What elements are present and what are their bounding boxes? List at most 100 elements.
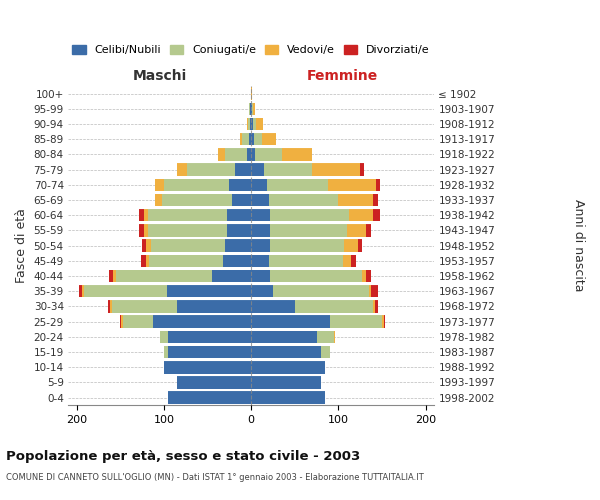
Bar: [312, 164, 360, 176]
Bar: [250, 118, 251, 130]
Bar: [225, 148, 247, 160]
Bar: [123, 316, 154, 328]
Bar: [270, 209, 349, 222]
Bar: [112, 300, 177, 312]
Bar: [248, 118, 250, 130]
Bar: [270, 224, 347, 236]
Bar: [251, 270, 270, 282]
Bar: [373, 194, 377, 206]
Bar: [177, 300, 251, 312]
Bar: [270, 270, 362, 282]
Bar: [155, 178, 164, 191]
Bar: [144, 224, 148, 236]
Bar: [344, 240, 358, 252]
Bar: [251, 361, 325, 374]
Bar: [376, 178, 380, 191]
Bar: [352, 254, 356, 267]
Y-axis label: Anni di nascita: Anni di nascita: [572, 200, 585, 292]
Bar: [269, 254, 343, 267]
Bar: [247, 118, 248, 130]
Bar: [110, 300, 112, 312]
Bar: [334, 330, 335, 343]
Bar: [83, 285, 167, 298]
Bar: [358, 240, 362, 252]
Bar: [347, 224, 366, 236]
Bar: [295, 300, 373, 312]
Bar: [251, 254, 269, 267]
Bar: [251, 133, 254, 145]
Bar: [251, 346, 321, 358]
Bar: [317, 330, 334, 343]
Bar: [366, 224, 371, 236]
Bar: [251, 240, 270, 252]
Bar: [256, 148, 281, 160]
Bar: [227, 209, 251, 222]
Bar: [254, 133, 262, 145]
Bar: [120, 316, 121, 328]
Bar: [251, 88, 252, 100]
Bar: [144, 209, 148, 222]
Bar: [251, 102, 252, 115]
Bar: [382, 316, 383, 328]
Bar: [79, 285, 82, 298]
Bar: [121, 316, 123, 328]
Bar: [369, 285, 371, 298]
Bar: [251, 148, 256, 160]
Bar: [212, 270, 251, 282]
Bar: [108, 300, 110, 312]
Bar: [168, 330, 251, 343]
Bar: [141, 254, 146, 267]
Bar: [223, 254, 251, 267]
Bar: [139, 224, 144, 236]
Bar: [328, 178, 376, 191]
Bar: [250, 102, 251, 115]
Bar: [360, 164, 364, 176]
Bar: [162, 194, 232, 206]
Bar: [267, 178, 328, 191]
Bar: [247, 148, 251, 160]
Bar: [160, 330, 168, 343]
Bar: [148, 209, 227, 222]
Bar: [167, 285, 251, 298]
Bar: [154, 316, 251, 328]
Y-axis label: Fasce di età: Fasce di età: [15, 208, 28, 283]
Bar: [149, 254, 223, 267]
Bar: [373, 300, 375, 312]
Bar: [256, 118, 263, 130]
Bar: [329, 316, 382, 328]
Bar: [251, 118, 253, 130]
Bar: [187, 164, 235, 176]
Bar: [338, 194, 373, 206]
Bar: [373, 209, 380, 222]
Text: Popolazione per età, sesso e stato civile - 2003: Popolazione per età, sesso e stato civil…: [6, 450, 360, 463]
Bar: [251, 376, 321, 388]
Bar: [321, 346, 329, 358]
Bar: [252, 102, 253, 115]
Bar: [168, 392, 251, 404]
Bar: [232, 194, 251, 206]
Bar: [253, 102, 254, 115]
Bar: [251, 392, 325, 404]
Bar: [262, 133, 275, 145]
Bar: [270, 240, 344, 252]
Bar: [242, 133, 250, 145]
Bar: [151, 240, 225, 252]
Bar: [250, 133, 251, 145]
Bar: [164, 178, 229, 191]
Bar: [269, 194, 338, 206]
Bar: [229, 178, 251, 191]
Bar: [148, 224, 227, 236]
Bar: [251, 224, 270, 236]
Bar: [240, 133, 242, 145]
Bar: [82, 285, 83, 298]
Bar: [168, 346, 251, 358]
Bar: [116, 270, 212, 282]
Bar: [251, 300, 295, 312]
Bar: [251, 178, 267, 191]
Bar: [264, 164, 312, 176]
Bar: [383, 316, 385, 328]
Bar: [177, 164, 187, 176]
Text: Maschi: Maschi: [133, 69, 187, 83]
Legend: Celibi/Nubili, Coniugati/e, Vedovi/e, Divorziati/e: Celibi/Nubili, Coniugati/e, Vedovi/e, Di…: [68, 40, 434, 60]
Bar: [251, 194, 269, 206]
